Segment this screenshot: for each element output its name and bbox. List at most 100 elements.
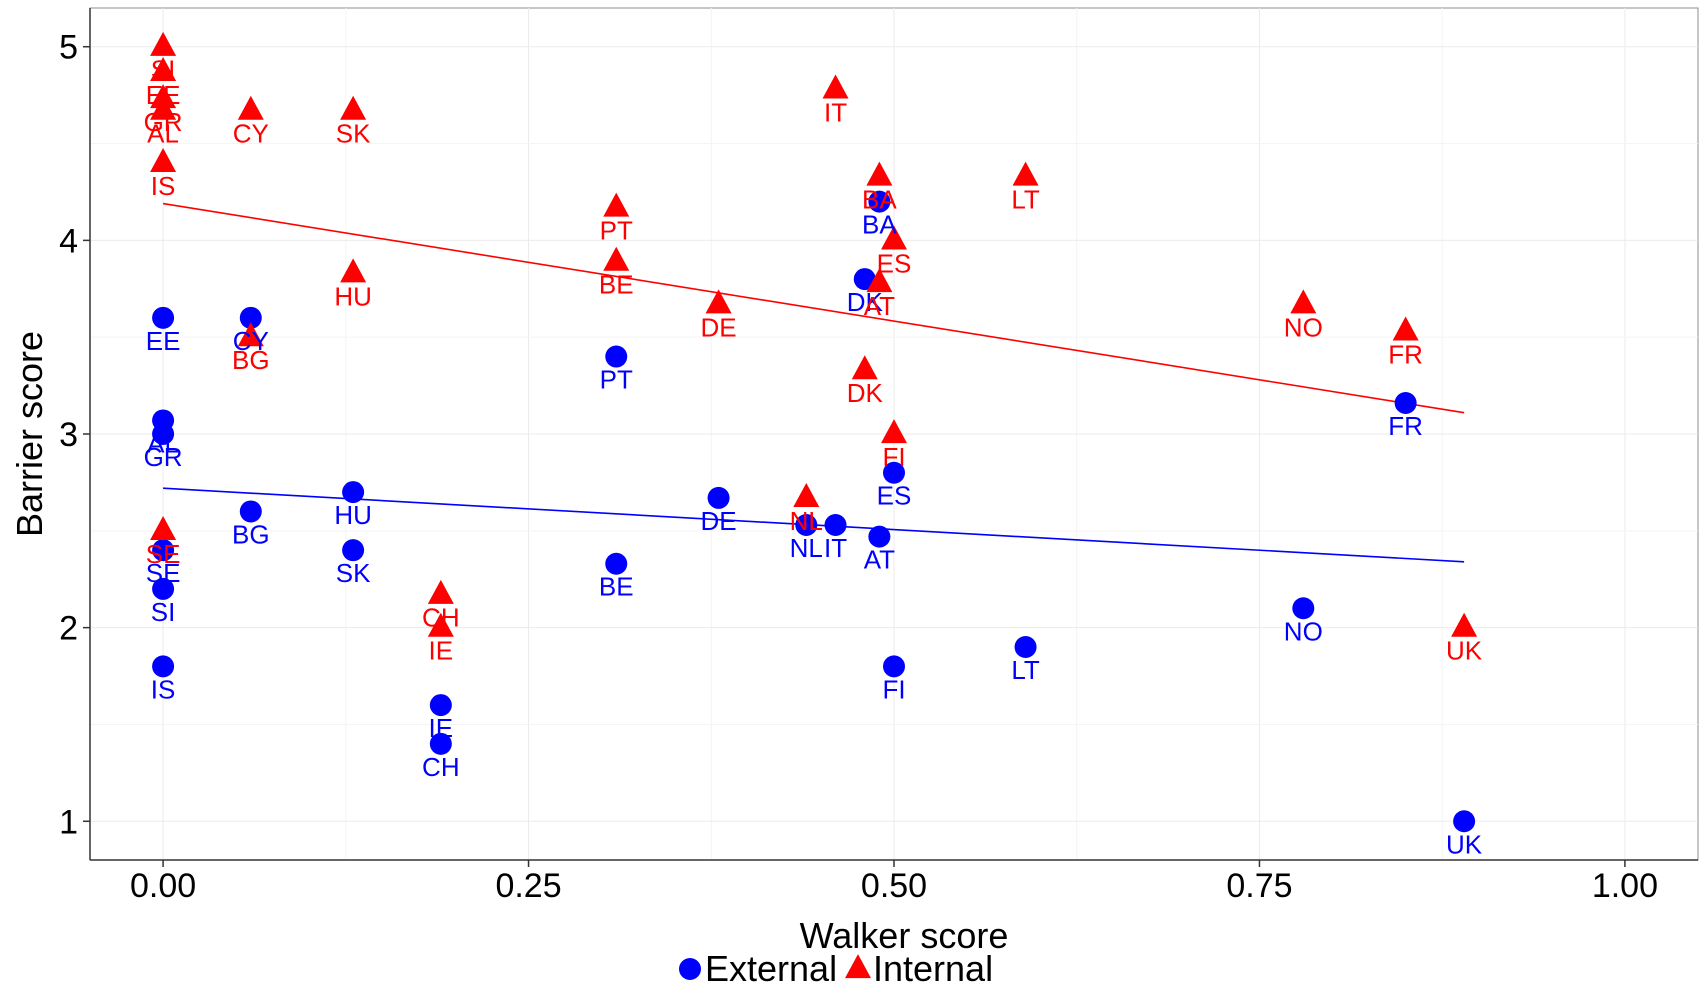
point-label-internal-it: IT [824, 97, 847, 127]
point-label-internal-hu: HU [334, 281, 372, 311]
point-external-sk [342, 539, 365, 562]
point-label-internal-gr: GR [144, 107, 183, 137]
point-external-ba [868, 190, 891, 213]
point-label-external-uk: UK [1446, 829, 1483, 859]
trend-line-internal [162, 202, 1465, 414]
point-label-external-gr: GR [144, 442, 183, 472]
point-internal-no [1290, 289, 1317, 314]
point-label-internal-sk: SK [336, 119, 371, 149]
point-external-de [707, 486, 730, 509]
point-internal-fi [881, 419, 907, 444]
point-label-external-bg: BG [232, 519, 270, 549]
point-internal-si [150, 31, 177, 56]
point-label-internal-fr: FR [1388, 339, 1423, 369]
y-tick-label: 5 [59, 29, 78, 67]
point-label-internal-is: IS [151, 171, 176, 201]
legend-key-internal [845, 954, 871, 979]
point-label-external-is: IS [151, 674, 176, 704]
point-label-external-ba: BA [862, 210, 897, 240]
point-internal-cy [237, 95, 264, 120]
point-external-no [1292, 597, 1315, 620]
point-label-internal-uk: UK [1446, 636, 1483, 666]
point-external-fi [883, 655, 905, 678]
point-external-se [152, 539, 175, 562]
point-label-internal-be: BE [599, 270, 634, 300]
y-tick-label: 3 [59, 416, 78, 454]
point-internal-hu [340, 258, 367, 283]
point-label-external-nl: NL [790, 533, 823, 563]
point-external-it [824, 514, 847, 537]
point-label-external-lt: LT [1011, 655, 1040, 685]
point-label-internal-ie: IE [429, 636, 454, 666]
point-label-external-es: ES [877, 481, 912, 511]
point-external-si [152, 577, 175, 600]
x-tick-label: 1.00 [1592, 867, 1658, 905]
point-label-external-si: SI [151, 597, 176, 627]
point-internal-fr [1392, 316, 1419, 341]
point-external-dk [853, 268, 876, 291]
point-internal-lt [1012, 161, 1039, 186]
point-label-internal-ba: BA [862, 184, 897, 214]
x-tick-label: 0.00 [130, 867, 196, 905]
point-internal-at [866, 268, 893, 293]
x-tick-label: 0.75 [1226, 867, 1292, 905]
point-internal-is [150, 148, 177, 173]
point-internal-ie [427, 612, 454, 637]
point-external-fr [1394, 392, 1417, 415]
point-internal-dk [851, 355, 878, 380]
point-label-external-fi: FI [882, 674, 905, 704]
point-external-be [605, 552, 628, 575]
point-external-bg [239, 500, 262, 523]
point-label-external-de: DE [701, 506, 737, 536]
point-label-internal-nl: NL [790, 506, 823, 536]
point-external-nl [795, 514, 818, 537]
point-internal-it [822, 74, 849, 99]
point-label-external-cy: CY [233, 326, 269, 356]
point-external-ee [152, 306, 175, 329]
point-label-external-al: AL [147, 428, 179, 458]
point-internal-ch [427, 579, 454, 604]
x-tick-label: 0.25 [495, 867, 561, 905]
point-label-internal-ch: CH [422, 603, 460, 633]
point-internal-se [150, 515, 177, 540]
y-tick-label: 4 [59, 222, 78, 260]
point-label-external-se: SE [146, 558, 181, 588]
point-label-internal-de: DE [701, 312, 737, 342]
grid-lines [90, 8, 1698, 860]
point-label-external-ee: EE [146, 326, 181, 356]
point-external-ie [429, 694, 452, 717]
point-label-internal-at: AT [864, 291, 895, 321]
point-label-external-fr: FR [1388, 411, 1423, 441]
point-label-external-at: AT [864, 545, 895, 575]
point-external-lt [1014, 636, 1037, 658]
point-label-internal-se: SE [146, 539, 181, 569]
point-label-internal-pt: PT [600, 215, 633, 245]
point-label-external-be: BE [599, 572, 634, 602]
point-label-external-dk: DK [847, 287, 884, 317]
point-external-pt [605, 345, 628, 368]
point-external-es [883, 461, 905, 484]
point-label-external-pt: PT [600, 365, 633, 395]
legend-label-internal: Internal [873, 948, 993, 989]
y-axis-title: Barrier score [9, 331, 50, 537]
point-label-internal-cy: CY [233, 119, 269, 149]
point-external-cy [239, 306, 262, 329]
point-internal-pt [603, 192, 630, 217]
point-label-internal-ee: EE [146, 80, 181, 110]
point-internal-al [150, 95, 177, 120]
point-label-internal-es: ES [877, 248, 912, 278]
point-internal-sk [340, 95, 367, 120]
point-label-internal-lt: LT [1011, 184, 1040, 214]
point-label-internal-si: SI [151, 55, 176, 85]
point-label-internal-no: NO [1284, 312, 1323, 342]
x-tick-label: 0.50 [861, 867, 927, 905]
y-tick-label: 1 [59, 803, 78, 841]
legend-label-external: External [705, 948, 837, 989]
point-label-external-no: NO [1284, 616, 1323, 646]
point-internal-ee [150, 57, 177, 82]
point-internal-es [881, 225, 907, 250]
point-external-ch [429, 732, 452, 755]
point-internal-de [705, 289, 732, 314]
